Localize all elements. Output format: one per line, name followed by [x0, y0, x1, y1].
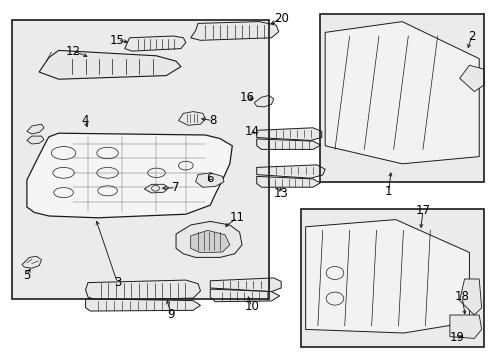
Polygon shape	[210, 278, 281, 292]
Text: 1: 1	[384, 185, 392, 198]
Polygon shape	[27, 136, 44, 144]
Text: 14: 14	[244, 125, 259, 138]
Text: 18: 18	[454, 291, 468, 303]
Polygon shape	[325, 22, 478, 164]
Bar	[12, 20, 268, 299]
Polygon shape	[27, 133, 232, 218]
Polygon shape	[85, 280, 200, 301]
Text: 13: 13	[273, 187, 288, 200]
Polygon shape	[256, 165, 325, 178]
Polygon shape	[210, 289, 279, 302]
Text: 6: 6	[206, 172, 214, 185]
Polygon shape	[176, 221, 242, 257]
Polygon shape	[190, 22, 278, 40]
Polygon shape	[22, 256, 41, 268]
Text: 12: 12	[66, 45, 81, 58]
Text: 15: 15	[110, 34, 124, 47]
Text: 16: 16	[239, 91, 254, 104]
Text: 11: 11	[229, 211, 244, 224]
Text: 17: 17	[415, 204, 429, 217]
Polygon shape	[39, 50, 181, 79]
Polygon shape	[449, 315, 481, 338]
Polygon shape	[27, 124, 44, 134]
Text: 9: 9	[167, 309, 175, 321]
Text: 10: 10	[244, 300, 259, 313]
Polygon shape	[190, 230, 229, 253]
Bar	[320, 14, 483, 182]
Text: 19: 19	[449, 331, 464, 344]
Polygon shape	[124, 36, 185, 51]
Text: 20: 20	[273, 12, 288, 25]
Polygon shape	[85, 299, 200, 311]
Text: 8: 8	[208, 114, 216, 127]
Polygon shape	[256, 139, 320, 149]
Polygon shape	[254, 95, 273, 107]
Polygon shape	[256, 176, 320, 187]
Text: 5: 5	[23, 269, 31, 282]
Polygon shape	[256, 128, 321, 140]
Text: 7: 7	[172, 181, 180, 194]
Text: 4: 4	[81, 114, 89, 127]
Bar	[12, 20, 268, 299]
Bar	[320, 14, 483, 182]
Polygon shape	[178, 112, 205, 125]
Polygon shape	[459, 279, 481, 315]
Polygon shape	[305, 220, 468, 333]
Text: 2: 2	[467, 30, 475, 42]
Bar	[300, 209, 483, 347]
Polygon shape	[195, 173, 224, 187]
Polygon shape	[144, 184, 168, 193]
Bar	[300, 209, 483, 347]
Text: 3: 3	[113, 276, 121, 289]
Polygon shape	[459, 65, 483, 91]
